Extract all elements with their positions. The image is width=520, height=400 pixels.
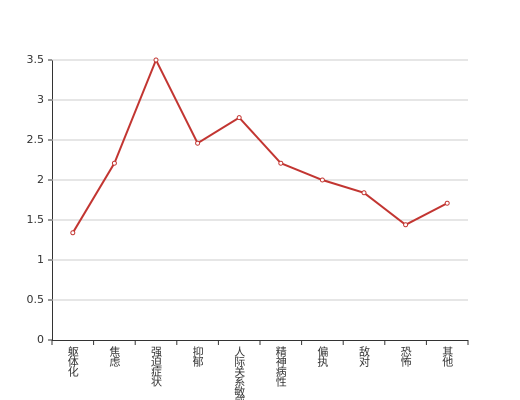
x-tick-label: 精神病性 [274, 346, 287, 388]
y-tick-label: 3 [37, 93, 44, 106]
x-tick-label: 人际关系敏感 [233, 346, 246, 400]
point [111, 160, 117, 166]
y-tick-label: 1.5 [27, 213, 45, 226]
point [403, 222, 409, 228]
point [278, 160, 284, 166]
point [361, 190, 367, 196]
point [195, 140, 201, 146]
y-tick-label: 0 [37, 333, 44, 346]
x-tick-label: 敌对 [358, 345, 371, 367]
x-tick-label: 抑郁 [191, 345, 204, 367]
point [153, 57, 159, 63]
line [71, 57, 448, 234]
x-tick-label: 其他 [441, 346, 454, 367]
point [236, 115, 242, 121]
point [70, 230, 76, 236]
x-tick-label: 强迫症状 [150, 346, 163, 387]
x-tick-label: 躯体化 [66, 346, 79, 378]
x-tick-label: 焦虑 [108, 346, 121, 367]
y-tick-label: 1 [37, 253, 44, 266]
point [444, 200, 450, 206]
x-tick-label: 恐怖 [399, 346, 412, 367]
x-tick-label: 偏执 [316, 345, 329, 368]
y-tick-label: 2 [37, 173, 44, 186]
y-tick-label: 0.5 [27, 293, 45, 306]
point [319, 177, 325, 183]
y-tick-label: 2.5 [27, 133, 45, 146]
y-tick-label: 3.5 [27, 53, 45, 66]
